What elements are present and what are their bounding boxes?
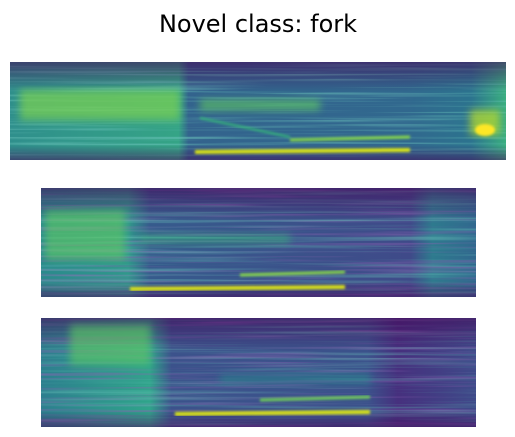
spectrogram-3 <box>41 318 476 427</box>
spectrogram-2 <box>41 188 476 297</box>
spectrogram-1 <box>10 62 506 160</box>
figure-title: Novel class: fork <box>159 10 357 38</box>
